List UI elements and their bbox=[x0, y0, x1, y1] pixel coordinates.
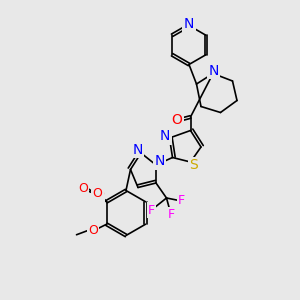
Text: O: O bbox=[78, 182, 88, 196]
Text: N: N bbox=[154, 154, 165, 168]
Text: S: S bbox=[189, 158, 198, 172]
Text: F: F bbox=[167, 208, 175, 221]
Text: O: O bbox=[172, 113, 182, 127]
Text: F: F bbox=[148, 203, 155, 217]
Text: O: O bbox=[94, 188, 104, 202]
Text: N: N bbox=[184, 17, 194, 31]
Text: F: F bbox=[178, 194, 185, 208]
Text: O: O bbox=[93, 187, 102, 200]
Text: N: N bbox=[132, 143, 142, 157]
Text: O: O bbox=[88, 224, 98, 237]
Text: N: N bbox=[209, 64, 219, 78]
Text: N: N bbox=[160, 130, 170, 143]
